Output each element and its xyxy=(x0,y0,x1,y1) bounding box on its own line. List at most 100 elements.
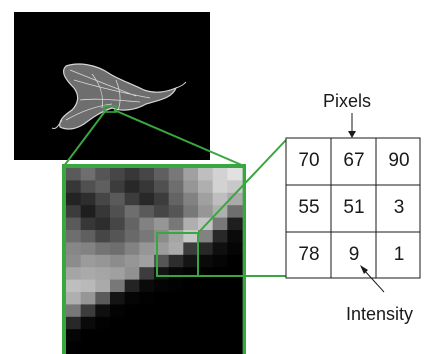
zoom-pixel xyxy=(227,267,243,281)
zoom-pixel xyxy=(95,341,111,354)
zoom-pixel xyxy=(212,168,228,181)
zoom-line-right xyxy=(113,109,245,167)
zoom-pixel xyxy=(227,341,243,354)
zoom-pixel xyxy=(66,192,82,206)
zoom-pixel xyxy=(80,316,96,330)
zoom-pixel xyxy=(110,341,126,354)
zoom-pixel xyxy=(212,192,228,206)
zoom-pixel xyxy=(66,304,82,318)
zoom-pixel xyxy=(80,168,96,181)
zoom-pixel xyxy=(168,292,184,305)
zoom-pixel xyxy=(212,180,228,194)
zoom-pixel xyxy=(80,242,96,256)
pixel-value-r3c3: 1 xyxy=(393,244,405,265)
zoom-pixel xyxy=(95,292,111,305)
zoom-pixel xyxy=(80,279,96,293)
zoom-pixel xyxy=(124,254,140,268)
zoom-pixel xyxy=(212,242,228,256)
zoom-pixel xyxy=(227,217,243,231)
intensity-arrow-shaft xyxy=(363,269,385,293)
zoom-pixel xyxy=(198,304,214,318)
zoom-pixel xyxy=(139,304,155,318)
zoom-pixel xyxy=(139,168,155,181)
zoom-pixel xyxy=(168,242,184,256)
pixel-value-r3c2: 9 xyxy=(348,244,360,265)
zoom-pixel xyxy=(139,279,155,293)
zoom-pixel xyxy=(227,316,243,330)
zoom-pixel xyxy=(110,230,126,243)
zoom-pixel xyxy=(198,267,214,281)
zoom-pixel xyxy=(183,316,199,330)
zoom-pixel xyxy=(66,267,82,281)
pixel-value-r2c2: 51 xyxy=(343,197,365,218)
zoom-pixel xyxy=(95,168,111,181)
zoom-pixel xyxy=(154,292,170,305)
zoom-pixel xyxy=(183,168,199,181)
cell-body xyxy=(59,63,178,130)
zoom-pixel xyxy=(154,316,170,330)
zoom-pixel xyxy=(212,304,228,318)
zoom-pixel xyxy=(110,292,126,305)
pixel-value-r2c1: 55 xyxy=(298,197,320,218)
zoom-pixel xyxy=(227,168,243,181)
zoom-pixel xyxy=(212,205,228,219)
zoom-pixel xyxy=(95,254,111,268)
zoom-pixel xyxy=(227,254,243,268)
zoom-pixel xyxy=(183,279,199,293)
zoom-pixel xyxy=(95,304,111,318)
zoom-pixel xyxy=(154,168,170,181)
zoom-pixel xyxy=(212,316,228,330)
zoom-pixel xyxy=(168,205,184,219)
zoom-pixel xyxy=(154,205,170,219)
zoom-pixel xyxy=(154,192,170,206)
zoom-pixel xyxy=(198,242,214,256)
zoom-pixel xyxy=(95,267,111,281)
zoom-connector-lines xyxy=(63,109,245,167)
zoom-pixel xyxy=(154,279,170,293)
pixel-value-r1c2: 67 xyxy=(343,150,365,171)
zoom-line-left xyxy=(63,109,107,167)
zoom-pixel xyxy=(168,230,184,243)
zoom-pixel xyxy=(80,329,96,343)
zoom-pixel xyxy=(124,230,140,243)
intensity-arrow-head xyxy=(360,265,368,274)
zoom-pixel xyxy=(95,279,111,293)
zoom-pixel xyxy=(168,217,184,231)
zoom-pixel xyxy=(212,217,228,231)
grid-connector-lines xyxy=(197,139,287,277)
zoom-pixel xyxy=(95,192,111,206)
pixels-label: Pixels xyxy=(323,91,372,111)
zoom-pixel xyxy=(227,279,243,293)
zoom-pixel xyxy=(139,316,155,330)
zoom-pixel xyxy=(139,267,155,281)
zoom-pixel xyxy=(124,316,140,330)
zoom-pixel xyxy=(66,254,82,268)
zoom-pixel xyxy=(124,205,140,219)
zoom-pixel xyxy=(95,242,111,256)
zoom-pixel xyxy=(139,254,155,268)
intensity-label: Intensity xyxy=(346,304,414,324)
zoom-pixel xyxy=(110,242,126,256)
zoom-pixel xyxy=(198,168,214,181)
zoom-pixel xyxy=(183,230,199,243)
zoom-pixel xyxy=(168,341,184,354)
zoom-pixel xyxy=(124,341,140,354)
zoom-pixel xyxy=(110,316,126,330)
cell-bright-edge xyxy=(51,81,187,129)
zoom-pixel xyxy=(183,267,199,281)
zoom-pixel xyxy=(183,180,199,194)
zoom-pixel xyxy=(66,341,82,354)
zoom-pixel xyxy=(227,242,243,256)
zoom-pixel xyxy=(95,180,111,194)
zoom-pixel xyxy=(110,205,126,219)
zoom-pixel xyxy=(212,292,228,305)
zoom-pixel xyxy=(227,304,243,318)
zoom-pixel xyxy=(80,230,96,243)
zoom-pixel xyxy=(168,254,184,268)
cell-filaments xyxy=(65,69,151,121)
zoom-pixel xyxy=(227,192,243,206)
zoom-pixel xyxy=(110,279,126,293)
zoom-pixel xyxy=(124,267,140,281)
zoom-source-marker xyxy=(103,105,117,113)
